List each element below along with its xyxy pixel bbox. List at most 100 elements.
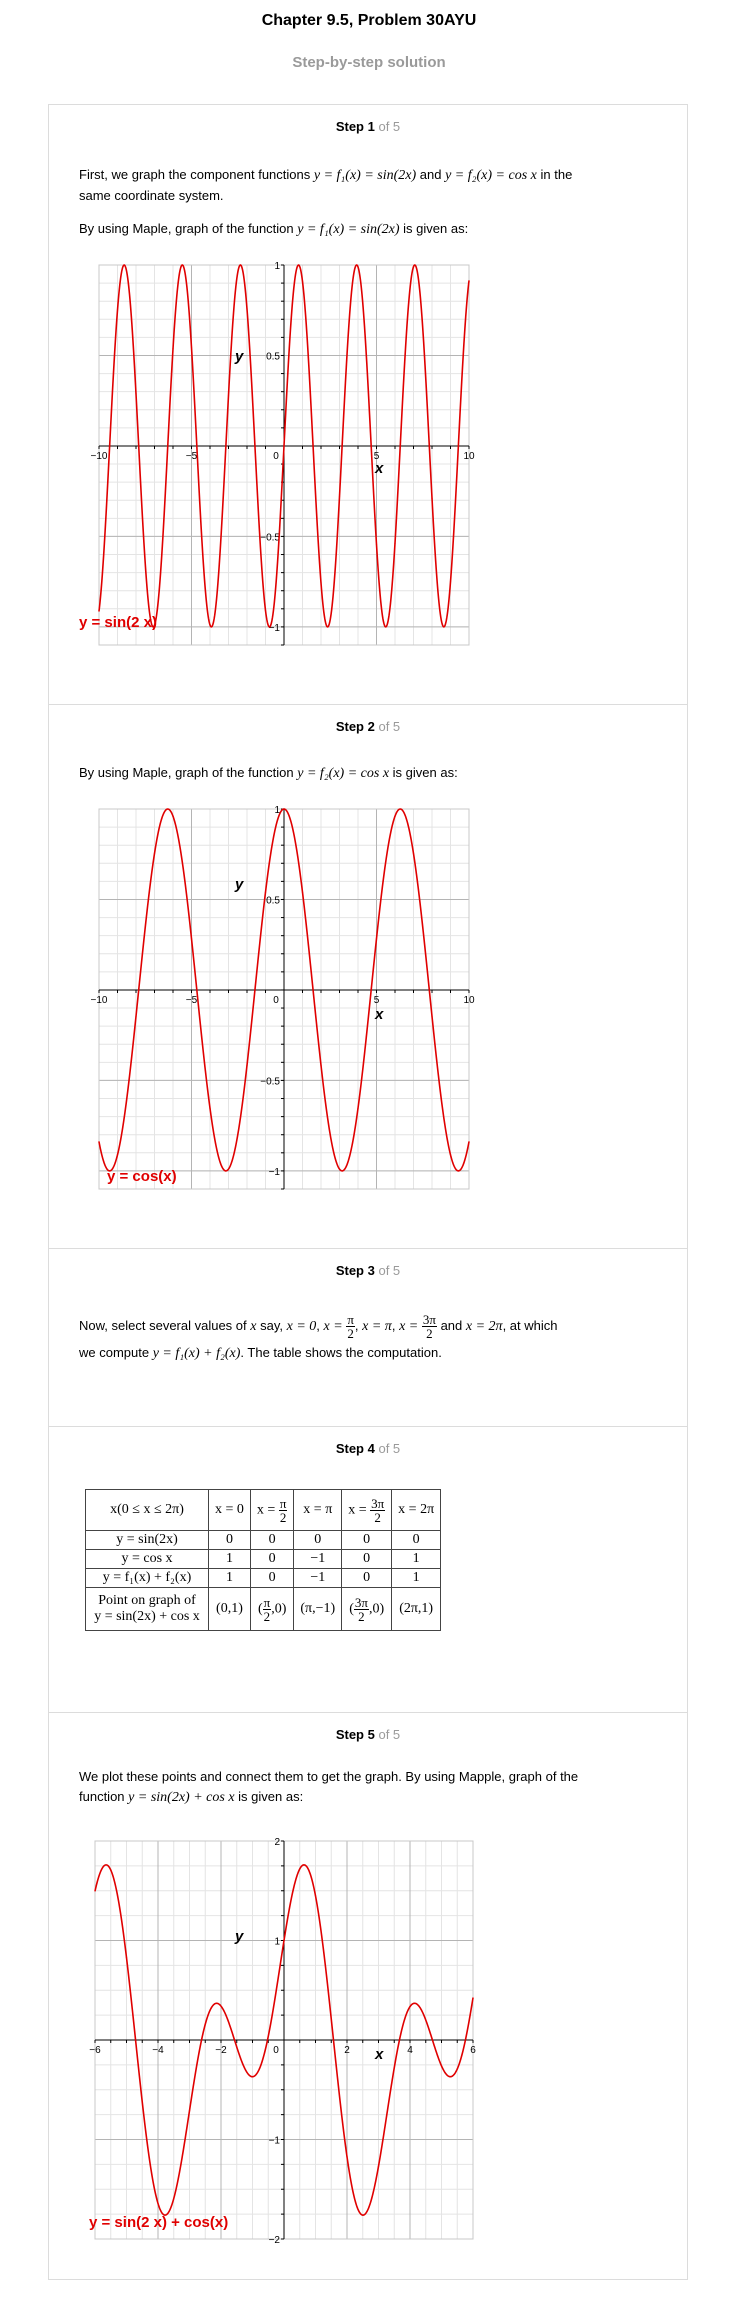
y-tick-label: 1 [274, 1937, 280, 1948]
data-point [431, 1015, 433, 1017]
step-4-header: Step 4 of 5 [49, 1441, 687, 1456]
data-point [267, 2035, 269, 2038]
step-3-card: Step 3 of 5 Now, select several values o… [48, 1248, 688, 1426]
legend-label: y = cos(x) [107, 1168, 177, 1185]
table-cell: −1 [293, 1568, 343, 1588]
data-point [459, 418, 461, 420]
fraction-3pi-over-2: 3π 2 [421, 1312, 437, 1342]
step-3-header: Step 3 of 5 [49, 1263, 687, 1278]
y-tick-label: 0.5 [266, 351, 280, 362]
x-tick-label: 5 [374, 451, 380, 462]
text: First, we graph the component functions [79, 167, 311, 182]
data-point [227, 1168, 230, 1170]
data-point [385, 626, 387, 628]
text: By using Maple, graph of the function [79, 765, 294, 780]
data-point [116, 1154, 119, 1156]
data-point [468, 280, 470, 282]
data-point [204, 2023, 206, 2025]
data-point [283, 445, 285, 447]
table-header-cell: x = 3π 2 [341, 1489, 393, 1531]
x-tick-label: 2 [344, 2045, 350, 2056]
step-3-text: Now, select several values of x say, x =… [79, 1312, 558, 1362]
table-cell: 0 [341, 1568, 393, 1588]
table-header-cell: x = π [293, 1489, 343, 1531]
step-2-text: By using Maple, graph of the function y … [79, 763, 669, 784]
table-cell: 1 [391, 1549, 442, 1569]
x-tick-label: 4 [407, 2045, 413, 2056]
variable: x [250, 1319, 257, 1334]
data-point [472, 1997, 474, 1999]
step-1-card: Step 1 of 5 First, we graph the componen… [48, 104, 688, 704]
step-label: Step 2 [335, 719, 375, 734]
data-point [125, 1957, 128, 1959]
text: we compute [79, 1345, 150, 1361]
data-point [153, 624, 156, 626]
data-point [403, 369, 405, 371]
y-tick-label: −2 [269, 2235, 281, 2246]
y-axis-label: y [234, 1928, 244, 1945]
table-cell: (2π,1) [391, 1587, 442, 1631]
x-tick-label: 10 [463, 451, 475, 462]
data-point [126, 271, 128, 273]
step-1-text-2: By using Maple, graph of the function y … [79, 219, 669, 240]
text: By using Maple, graph of the function [79, 221, 294, 236]
data-point [357, 266, 359, 268]
equation: y = sin(2x) + cos x [128, 1790, 235, 1805]
equation: y = f₁(x) = sin(2x) [297, 222, 400, 237]
table-cell: 0 [249, 1568, 295, 1588]
x-tick-label: −2 [215, 2045, 227, 2056]
data-point [375, 543, 378, 545]
x-axis-label: x [374, 1006, 384, 1023]
table-cell: 0 [208, 1530, 251, 1550]
data-point [468, 1141, 470, 1143]
data-point [375, 937, 378, 940]
table-cell: −1 [293, 1549, 343, 1569]
data-point [449, 581, 452, 583]
table-header-cell: x = 2π [391, 1489, 442, 1531]
data-point [264, 609, 267, 612]
step-2-card: Step 2 of 5 By using Maple, graph of the… [48, 704, 688, 1248]
x-tick-label: 0 [273, 995, 279, 1006]
legend-label: y = sin(2 x) + cos(x) [89, 2214, 228, 2231]
data-point [116, 309, 119, 311]
data-point [135, 393, 137, 395]
y-axis-label: y [234, 876, 244, 893]
data-point [251, 2076, 254, 2078]
step-of-total: of 5 [378, 719, 401, 734]
data-point [449, 1154, 452, 1156]
equation: x = [323, 1319, 343, 1334]
table-cell: (0,1) [208, 1587, 251, 1631]
x-tick-label: −10 [91, 995, 108, 1006]
data-point [163, 521, 165, 523]
table-header-cell: x = 0 [208, 1489, 251, 1531]
step-of-total: of 5 [378, 119, 401, 134]
data-point [98, 610, 100, 612]
data-point [172, 815, 174, 817]
step-1-header: Step 1 of 5 [49, 119, 687, 134]
y-tick-label: 2 [274, 1837, 280, 1848]
data-point [227, 394, 230, 397]
x-tick-label: 6 [470, 2045, 476, 2056]
y-tick-label: −1 [269, 623, 281, 634]
x-tick-label: −5 [186, 995, 198, 1006]
graph-sin-2x: −10 −5 0 5 10 1 0.5 −0.5 −1 y x y = sin(2 x) [79, 261, 475, 646]
table-row: y = f₁(x) + f₂(x) 1 0 −1 0 1 [85, 1568, 442, 1588]
x-tick-label: 0 [273, 2045, 279, 2056]
table-row: y = cos x 1 0 −1 0 1 [85, 1549, 442, 1569]
data-point [237, 271, 239, 274]
x-tick-label: 0 [273, 451, 279, 462]
text: is given as: [403, 221, 469, 236]
equation: y = f₂(x) = cos x [297, 766, 390, 781]
data-point [236, 2046, 238, 2048]
data-point [181, 264, 183, 266]
table-cell: Point on graph of y = sin(2x) + cos x [85, 1587, 209, 1631]
data-point [348, 326, 350, 328]
y-tick-label: −0.5 [260, 1076, 280, 1087]
text: in the [540, 167, 573, 182]
text: and [419, 167, 442, 182]
data-point [283, 1939, 285, 1942]
data-point [440, 619, 442, 621]
equation: y = f₂(x) = cos x [445, 168, 537, 183]
